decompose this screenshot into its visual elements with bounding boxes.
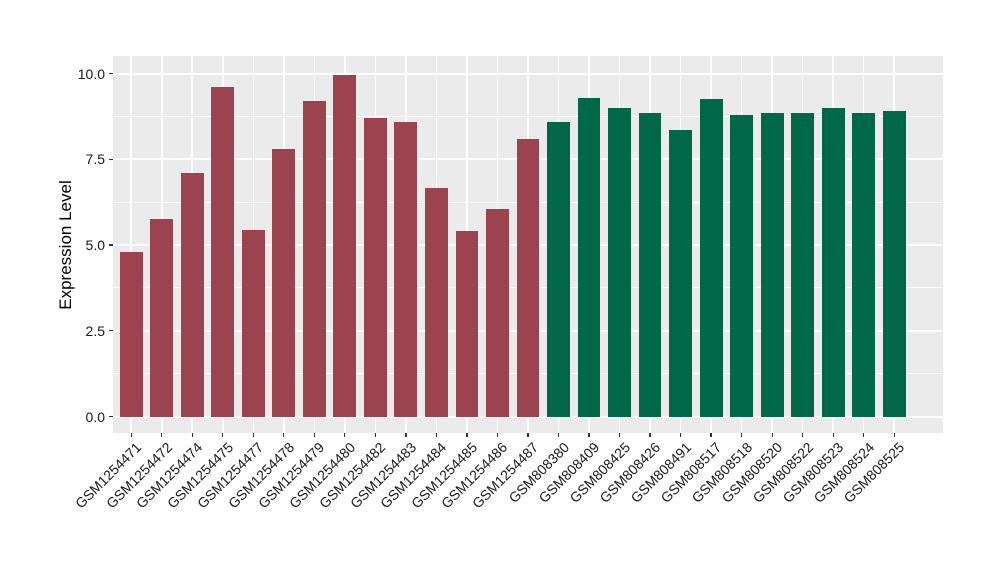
bar — [486, 209, 509, 417]
bar — [516, 138, 540, 417]
x-tick-mark — [374, 433, 376, 437]
x-tick-mark — [679, 433, 682, 437]
bar — [394, 121, 418, 417]
y-tick-mark — [109, 244, 113, 246]
y-tick-label: 2.5 — [85, 322, 105, 339]
x-tick-mark — [741, 433, 743, 437]
x-tick-mark — [252, 433, 254, 437]
bar — [455, 231, 479, 417]
y-tick-label: 5.0 — [85, 237, 105, 253]
x-tick-mark — [557, 433, 560, 437]
bar — [547, 121, 570, 417]
bar — [760, 112, 784, 417]
y-tick-mark — [109, 158, 113, 160]
bar — [241, 229, 265, 417]
x-tick-mark — [222, 433, 224, 437]
x-tick-mark — [313, 433, 315, 437]
y-tick-mark — [109, 415, 113, 418]
bar — [302, 100, 326, 417]
x-tick-mark — [466, 433, 468, 437]
x-tick-mark — [527, 433, 529, 437]
y-tick-label: 0.0 — [85, 408, 105, 425]
bar — [180, 172, 204, 417]
bar — [272, 148, 296, 417]
x-tick-mark — [802, 433, 804, 437]
bar — [699, 99, 723, 417]
bar — [119, 251, 143, 417]
x-tick-mark — [649, 433, 651, 437]
x-tick-mark — [191, 433, 193, 437]
x-tick-mark — [588, 433, 590, 437]
bar — [882, 111, 906, 417]
bar — [791, 112, 815, 417]
plot-panel — [113, 56, 943, 433]
bar — [669, 130, 692, 417]
bar — [608, 107, 631, 417]
bar — [821, 107, 845, 417]
y-tick-label: 10.0 — [77, 65, 105, 82]
bar — [211, 87, 235, 417]
x-tick-mark — [435, 433, 438, 437]
bar — [150, 219, 174, 417]
x-tick-mark — [710, 433, 712, 437]
bar — [577, 97, 601, 417]
major-gridline — [113, 415, 943, 418]
bar — [730, 114, 754, 417]
x-tick-mark — [832, 433, 834, 437]
x-tick-mark — [405, 433, 407, 437]
y-tick-mark — [109, 330, 113, 332]
bar — [425, 188, 448, 417]
x-tick-mark — [344, 433, 346, 437]
x-tick-mark — [893, 433, 895, 437]
major-gridline — [113, 72, 943, 75]
x-tick-mark — [771, 433, 773, 437]
bar — [852, 112, 876, 417]
y-tick-label: 7.5 — [85, 151, 105, 168]
x-tick-mark — [130, 433, 132, 437]
minor-gridline — [113, 115, 943, 117]
x-tick-mark — [496, 433, 499, 437]
bar — [363, 118, 387, 417]
x-tick-mark — [618, 433, 621, 437]
x-tick-mark — [161, 433, 163, 437]
bar — [638, 112, 662, 417]
x-tick-mark — [863, 433, 865, 437]
bar — [333, 74, 357, 417]
x-tick-mark — [283, 433, 285, 437]
y-tick-mark — [109, 72, 113, 75]
